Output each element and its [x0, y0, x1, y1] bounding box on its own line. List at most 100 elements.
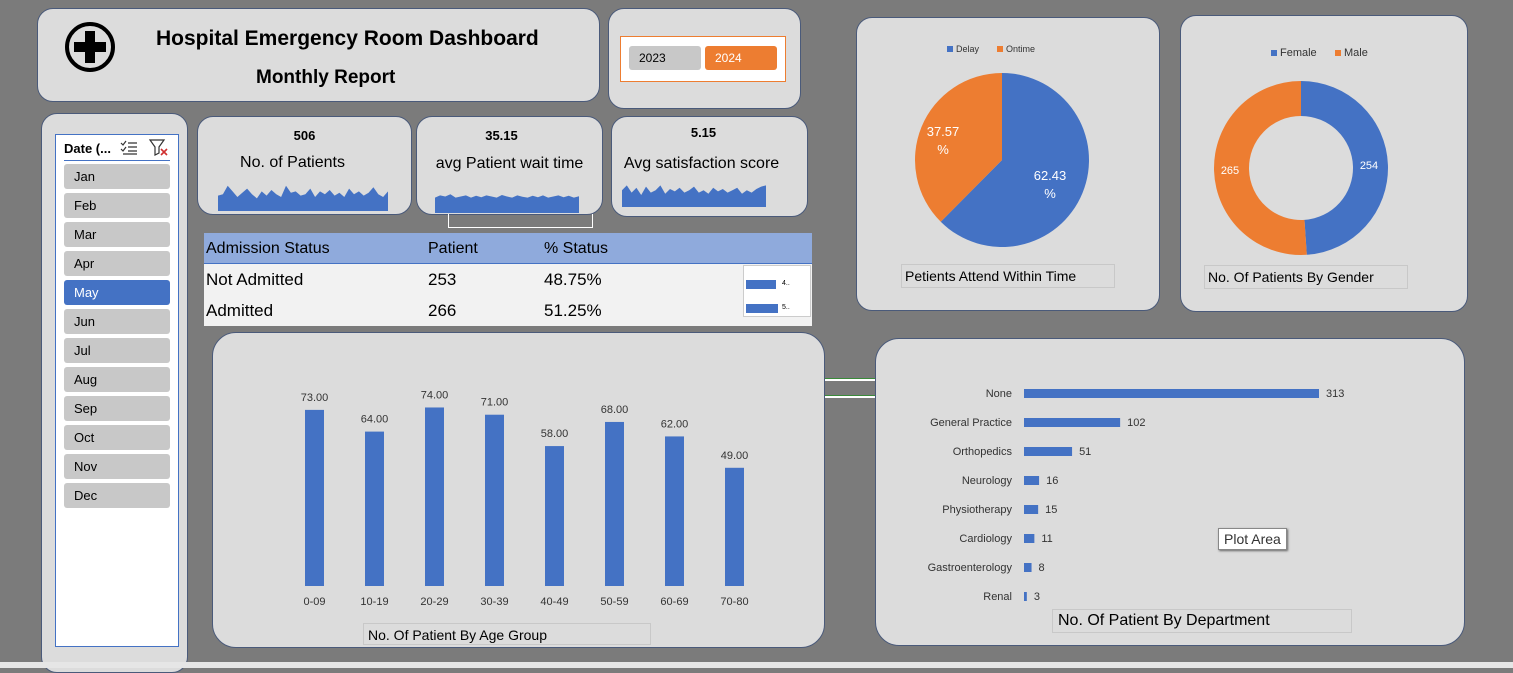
page-subtitle: Monthly Report [256, 67, 396, 88]
admission-table-header [204, 233, 812, 264]
department-bar-chart: None 313 General Practice 102 Orthopedics 51 N… [928, 388, 1345, 603]
category-label: Cardiology [959, 533, 1012, 545]
admission-table: Admission Status Patient % Status Not Ad… [204, 233, 812, 326]
month-item[interactable]: Sep [64, 396, 170, 421]
category-label: 50-59 [600, 596, 628, 608]
legend-label: Male [1344, 47, 1368, 59]
patients-sparkline [218, 185, 388, 211]
bar-data-label: 49.00 [721, 450, 749, 462]
age-bar [725, 467, 744, 586]
header-card: Hospital Emergency Room Dashboard Monthl… [37, 8, 600, 102]
month-item[interactable]: Nov [64, 454, 170, 479]
bar-data-label: 62.00 [661, 418, 689, 430]
chart-title-frame [363, 623, 651, 645]
clear-filter-icon[interactable] [149, 139, 169, 157]
bar-data-label: 74.00 [421, 389, 449, 401]
bar-data-label: 68.00 [601, 404, 629, 416]
category-label: 10-19 [360, 596, 388, 608]
mini-bar-label: 4.. [782, 280, 790, 287]
category-label: Neurology [962, 475, 1013, 487]
sparkline-selection-box [448, 214, 593, 228]
header-admission-status: Admission Status [206, 240, 330, 257]
bar-data-label: 16 [1046, 475, 1058, 487]
chart-title: No. Of Patient By Age Group [368, 627, 547, 643]
bar-data-label: 11 [1041, 533, 1052, 545]
plot-area-tooltip: Plot Area [1218, 528, 1287, 550]
bar-data-label: 73.00 [301, 392, 329, 404]
kpi-card-satisfaction: 5.15 Avg satisfaction score [611, 116, 808, 217]
multi-select-icon[interactable] [120, 140, 138, 156]
kpi-wait-label: avg Patient wait time [435, 155, 584, 172]
bar-data-label: 64.00 [361, 414, 389, 426]
header-pct-status: % Status [544, 240, 609, 257]
category-label: Orthopedics [953, 446, 1013, 458]
month-item[interactable]: Feb [64, 193, 170, 218]
attend-pie-chart: Delay Ontime 62.43% 37.57% [915, 44, 1089, 248]
bar-data-label: 71.00 [481, 397, 509, 409]
month-item[interactable]: Jan [64, 164, 170, 189]
slice-label: 37.57 [927, 124, 960, 139]
kpi-card-wait-time: 35.15 avg Patient wait time [416, 116, 603, 215]
bottom-scroll-strip[interactable] [0, 662, 1513, 668]
row-patient: 253 [428, 270, 457, 289]
department-bar [1024, 447, 1073, 456]
slice-label: 62.43 [1034, 168, 1067, 183]
legend-label: Ontime [1006, 44, 1035, 54]
mini-bar-chart: 4.. 5.. [743, 265, 811, 317]
bar-data-label: 15 [1045, 504, 1057, 516]
chart-title-frame [1052, 609, 1352, 633]
kpi-card-patients: 506 No. of Patients [197, 116, 412, 215]
month-item[interactable]: Dec [64, 483, 170, 508]
month-item[interactable]: May [64, 280, 170, 305]
month-item[interactable]: Aug [64, 367, 170, 392]
legend-swatch [1271, 50, 1277, 56]
category-label: 40-49 [540, 596, 568, 608]
satisfaction-sparkline [622, 185, 766, 207]
kpi-satisfaction-label: Avg satisfaction score [623, 155, 780, 172]
bar-data-label: 313 [1326, 388, 1344, 400]
month-item[interactable]: Jun [64, 309, 170, 334]
legend-label: Female [1280, 47, 1317, 59]
chart-title-frame [1204, 265, 1408, 289]
pie-slice [940, 73, 1089, 248]
mini-bar-label: 5.. [782, 304, 790, 311]
gender-donut-chart: Female Male 254 265 [1214, 47, 1388, 255]
legend-swatch [1335, 50, 1341, 56]
mini-bar-not-admitted [746, 280, 776, 289]
month-item[interactable]: Jul [64, 338, 170, 363]
kpi-patients-label: No. of Patients [240, 154, 345, 171]
mini-bar-admitted [746, 304, 778, 313]
year-button-2023[interactable]: 2023 [629, 46, 701, 70]
sparkline-area [622, 185, 766, 207]
slice-label: 265 [1221, 165, 1239, 177]
category-label: 70-80 [720, 596, 748, 608]
slicer-header: Date (... [64, 141, 111, 156]
header-patient: Patient [428, 240, 478, 257]
pie-slice [1301, 81, 1388, 255]
month-item[interactable]: Apr [64, 251, 170, 276]
department-bar [1024, 418, 1121, 427]
bar-data-label: 51 [1079, 446, 1091, 458]
category-label: General Practice [930, 417, 1012, 429]
pie-card-attend: Delay Ontime 62.43% 37.57% Petients Attend … [856, 17, 1160, 311]
sparkline-area [218, 185, 388, 211]
year-button-2024[interactable]: 2024 [705, 46, 777, 70]
legend-label: Delay [956, 44, 980, 54]
category-label: Gastroenterology [928, 562, 1013, 574]
category-label: Physiotherapy [942, 504, 1012, 516]
wait-time-sparkline [435, 194, 579, 213]
age-bar [305, 409, 324, 586]
age-bar [665, 436, 684, 586]
age-bar [425, 407, 444, 586]
row-status: Admitted [206, 301, 274, 320]
month-item[interactable]: Oct [64, 425, 170, 450]
age-bar [545, 446, 564, 586]
slicer-divider [64, 160, 170, 161]
department-bar [1024, 534, 1035, 543]
connector-line [824, 378, 876, 381]
category-label: 30-39 [480, 596, 508, 608]
month-item[interactable]: Mar [64, 222, 170, 247]
sparkline-area [435, 194, 579, 213]
slice-label: % [1044, 186, 1056, 201]
legend-swatch [947, 46, 953, 52]
